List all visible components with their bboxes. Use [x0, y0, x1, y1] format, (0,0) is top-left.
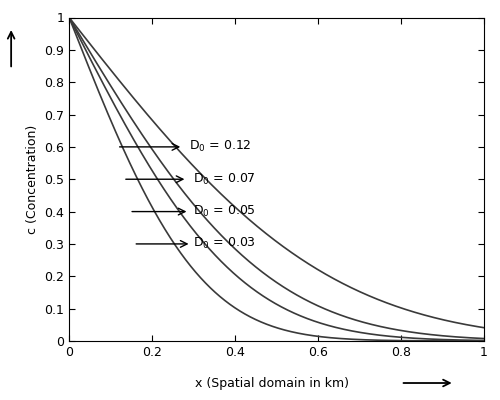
Y-axis label: c (Concentration): c (Concentration)	[26, 125, 38, 234]
Text: D$_0$ = 0.03: D$_0$ = 0.03	[194, 236, 256, 252]
Text: D$_0$ = 0.12: D$_0$ = 0.12	[190, 139, 252, 154]
Text: x (Spatial domain in km): x (Spatial domain in km)	[196, 376, 358, 390]
Text: D$_0$ = 0.07: D$_0$ = 0.07	[194, 172, 256, 187]
Text: D$_0$ = 0.05: D$_0$ = 0.05	[194, 204, 256, 219]
